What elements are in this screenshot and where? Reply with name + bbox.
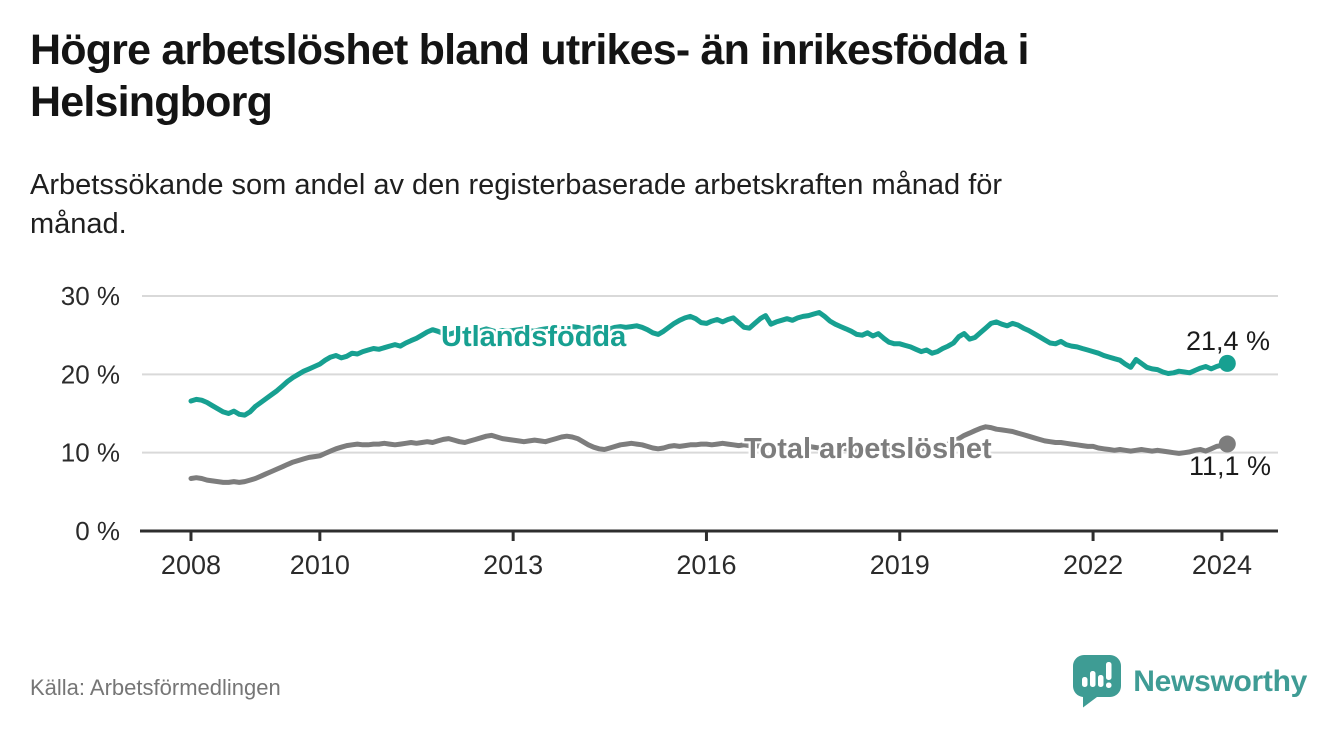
series-line-0 [188, 310, 1230, 418]
series-line-1 [188, 424, 1230, 485]
newsworthy-logo: Newsworthy [1073, 655, 1307, 708]
end-dot-1 [1218, 435, 1236, 453]
x-axis-tick-label: 2022 [1063, 550, 1123, 580]
y-axis-tick-label: 30 % [61, 281, 120, 311]
end-value-label-total-arbetsloshet: 11,1 % [1189, 451, 1272, 481]
series-label-utlandsfodda: Utlandsfödda [441, 321, 627, 353]
page-subtitle: Arbetssökande som andel av den registerb… [30, 169, 1003, 240]
series-label-total-arbetsloshet: Total arbetslöshet [744, 433, 992, 465]
y-axis-tick-label: 10 % [61, 438, 120, 468]
page-title: Högre arbetslöshet bland utrikes- än inr… [30, 26, 1029, 127]
speech-bubble-bar-chart-icon [1073, 655, 1122, 708]
x-axis-tick-label: 2024 [1192, 550, 1252, 580]
x-axis-tick-label: 2016 [676, 550, 736, 580]
x-axis-tick-label: 2013 [483, 550, 543, 580]
x-axis-tick-label: 2008 [161, 550, 221, 580]
source-note: Källa: Arbetsförmedlingen [30, 675, 281, 700]
y-axis-tick-label: 0 % [75, 516, 120, 546]
end-dot-0 [1218, 354, 1236, 372]
newsworthy-wordmark: Newsworthy [1133, 664, 1307, 698]
x-axis-tick-label: 2010 [290, 550, 350, 580]
y-axis-tick-label: 20 % [61, 359, 120, 389]
x-axis-tick-label: 2019 [870, 550, 930, 580]
end-value-label-utlandsfodda: 21,4 % [1186, 326, 1271, 356]
